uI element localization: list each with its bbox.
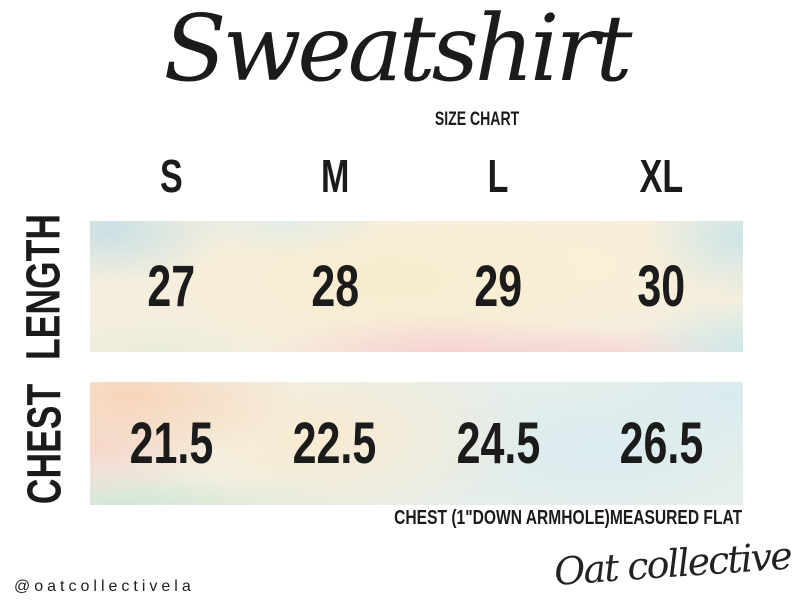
measurement-note: CHEST (1"DOWN ARMHOLE)MEASURED FLAT <box>296 508 742 528</box>
chest-value-m: 22.5 <box>253 382 416 505</box>
instagram-handle: @oatcollectivela <box>14 578 195 595</box>
chest-row-band: 21.5 22.5 24.5 26.5 <box>90 382 743 505</box>
length-value-xl-text: 30 <box>637 253 686 319</box>
size-column-header-xl: XL <box>580 150 743 202</box>
chest-value-s: 21.5 <box>90 382 253 505</box>
chest-value-s-text: 21.5 <box>129 410 214 476</box>
length-value-m: 28 <box>253 221 416 352</box>
chest-value-m-text: 22.5 <box>293 410 377 476</box>
chest-row-label: CHEST <box>0 382 90 505</box>
measurement-note-text: CHEST (1"DOWN ARMHOLE)MEASURED FLAT <box>394 507 742 529</box>
size-column-header-s: S <box>90 150 253 202</box>
length-row-label-text: LENGTH <box>18 213 72 360</box>
chest-row-label-text: CHEST <box>18 383 71 504</box>
size-column-header-m-text: M <box>320 150 350 202</box>
length-value-s-text: 27 <box>147 253 196 319</box>
size-column-header-l: L <box>417 150 580 202</box>
page-subtitle: SIZE CHART <box>397 110 557 129</box>
size-header-row: S M L XL <box>90 150 743 202</box>
page-subtitle-text: SIZE CHART <box>434 109 520 130</box>
chest-value-l: 24.5 <box>417 382 580 505</box>
page-title: Sweatshirt <box>163 0 633 102</box>
size-column-header-m: M <box>253 150 416 202</box>
length-value-xl: 30 <box>580 221 743 352</box>
length-value-l-text: 29 <box>474 253 522 319</box>
brand-signature: Oat collective <box>552 533 792 594</box>
size-column-header-l-text: L <box>487 150 509 202</box>
chest-value-xl-text: 26.5 <box>619 410 704 476</box>
length-value-l: 29 <box>417 221 580 352</box>
size-column-header-xl-text: XL <box>639 150 684 202</box>
chest-value-l-text: 24.5 <box>456 410 540 476</box>
length-row-band: 27 28 29 30 <box>90 221 743 352</box>
length-value-s: 27 <box>90 221 253 352</box>
size-column-header-s-text: S <box>160 150 183 202</box>
chest-value-xl: 26.5 <box>580 382 743 505</box>
length-row-label: LENGTH <box>0 213 90 359</box>
length-value-m-text: 28 <box>310 253 359 319</box>
